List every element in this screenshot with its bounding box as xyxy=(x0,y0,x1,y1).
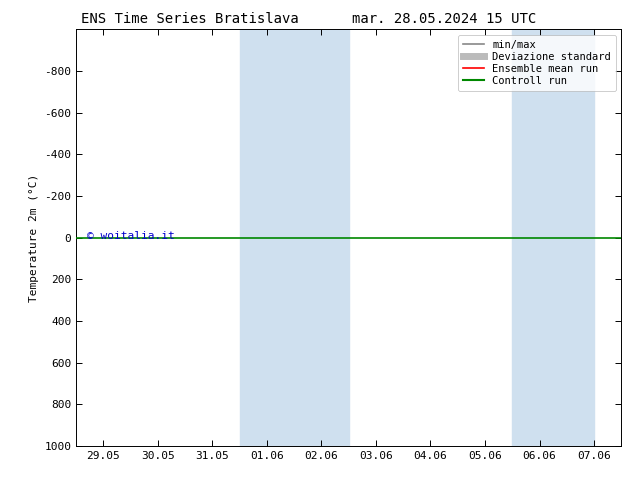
Bar xyxy=(512,29,594,446)
Text: © woitalia.it: © woitalia.it xyxy=(87,231,175,241)
Legend: min/max, Deviazione standard, Ensemble mean run, Controll run: min/max, Deviazione standard, Ensemble m… xyxy=(458,35,616,91)
Text: mar. 28.05.2024 15 UTC: mar. 28.05.2024 15 UTC xyxy=(352,12,536,26)
Y-axis label: Temperature 2m (°C): Temperature 2m (°C) xyxy=(29,173,39,302)
Bar xyxy=(240,29,349,446)
Text: ENS Time Series Bratislava: ENS Time Series Bratislava xyxy=(81,12,299,26)
